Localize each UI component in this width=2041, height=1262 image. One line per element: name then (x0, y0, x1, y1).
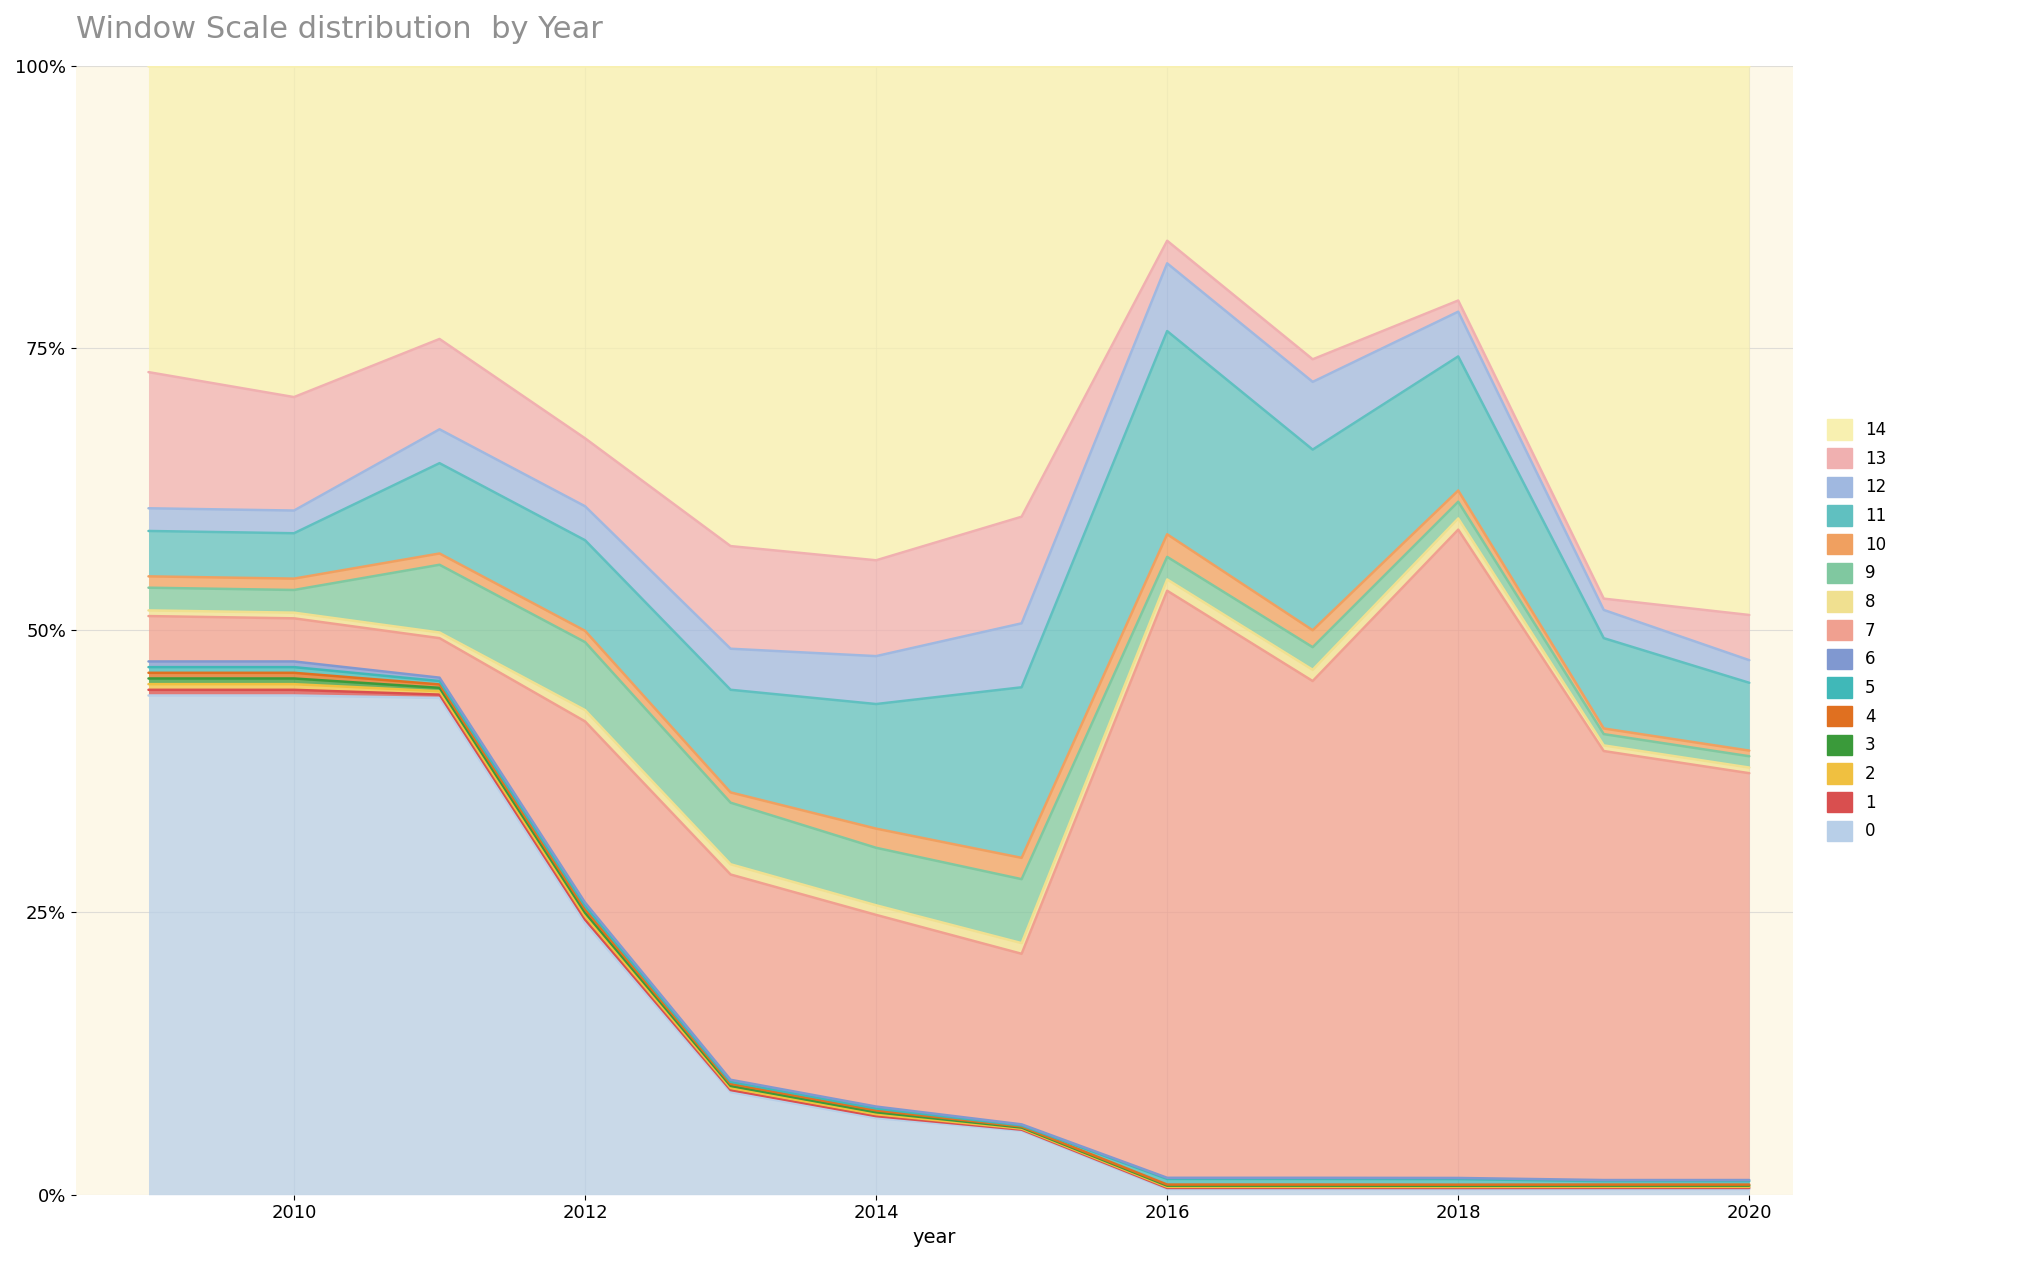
X-axis label: year: year (912, 1228, 955, 1247)
Legend: 14, 13, 12, 11, 10, 9, 8, 7, 6, 5, 4, 3, 2, 1, 0: 14, 13, 12, 11, 10, 9, 8, 7, 6, 5, 4, 3,… (1819, 411, 1894, 849)
Text: Window Scale distribution  by Year: Window Scale distribution by Year (76, 15, 602, 44)
